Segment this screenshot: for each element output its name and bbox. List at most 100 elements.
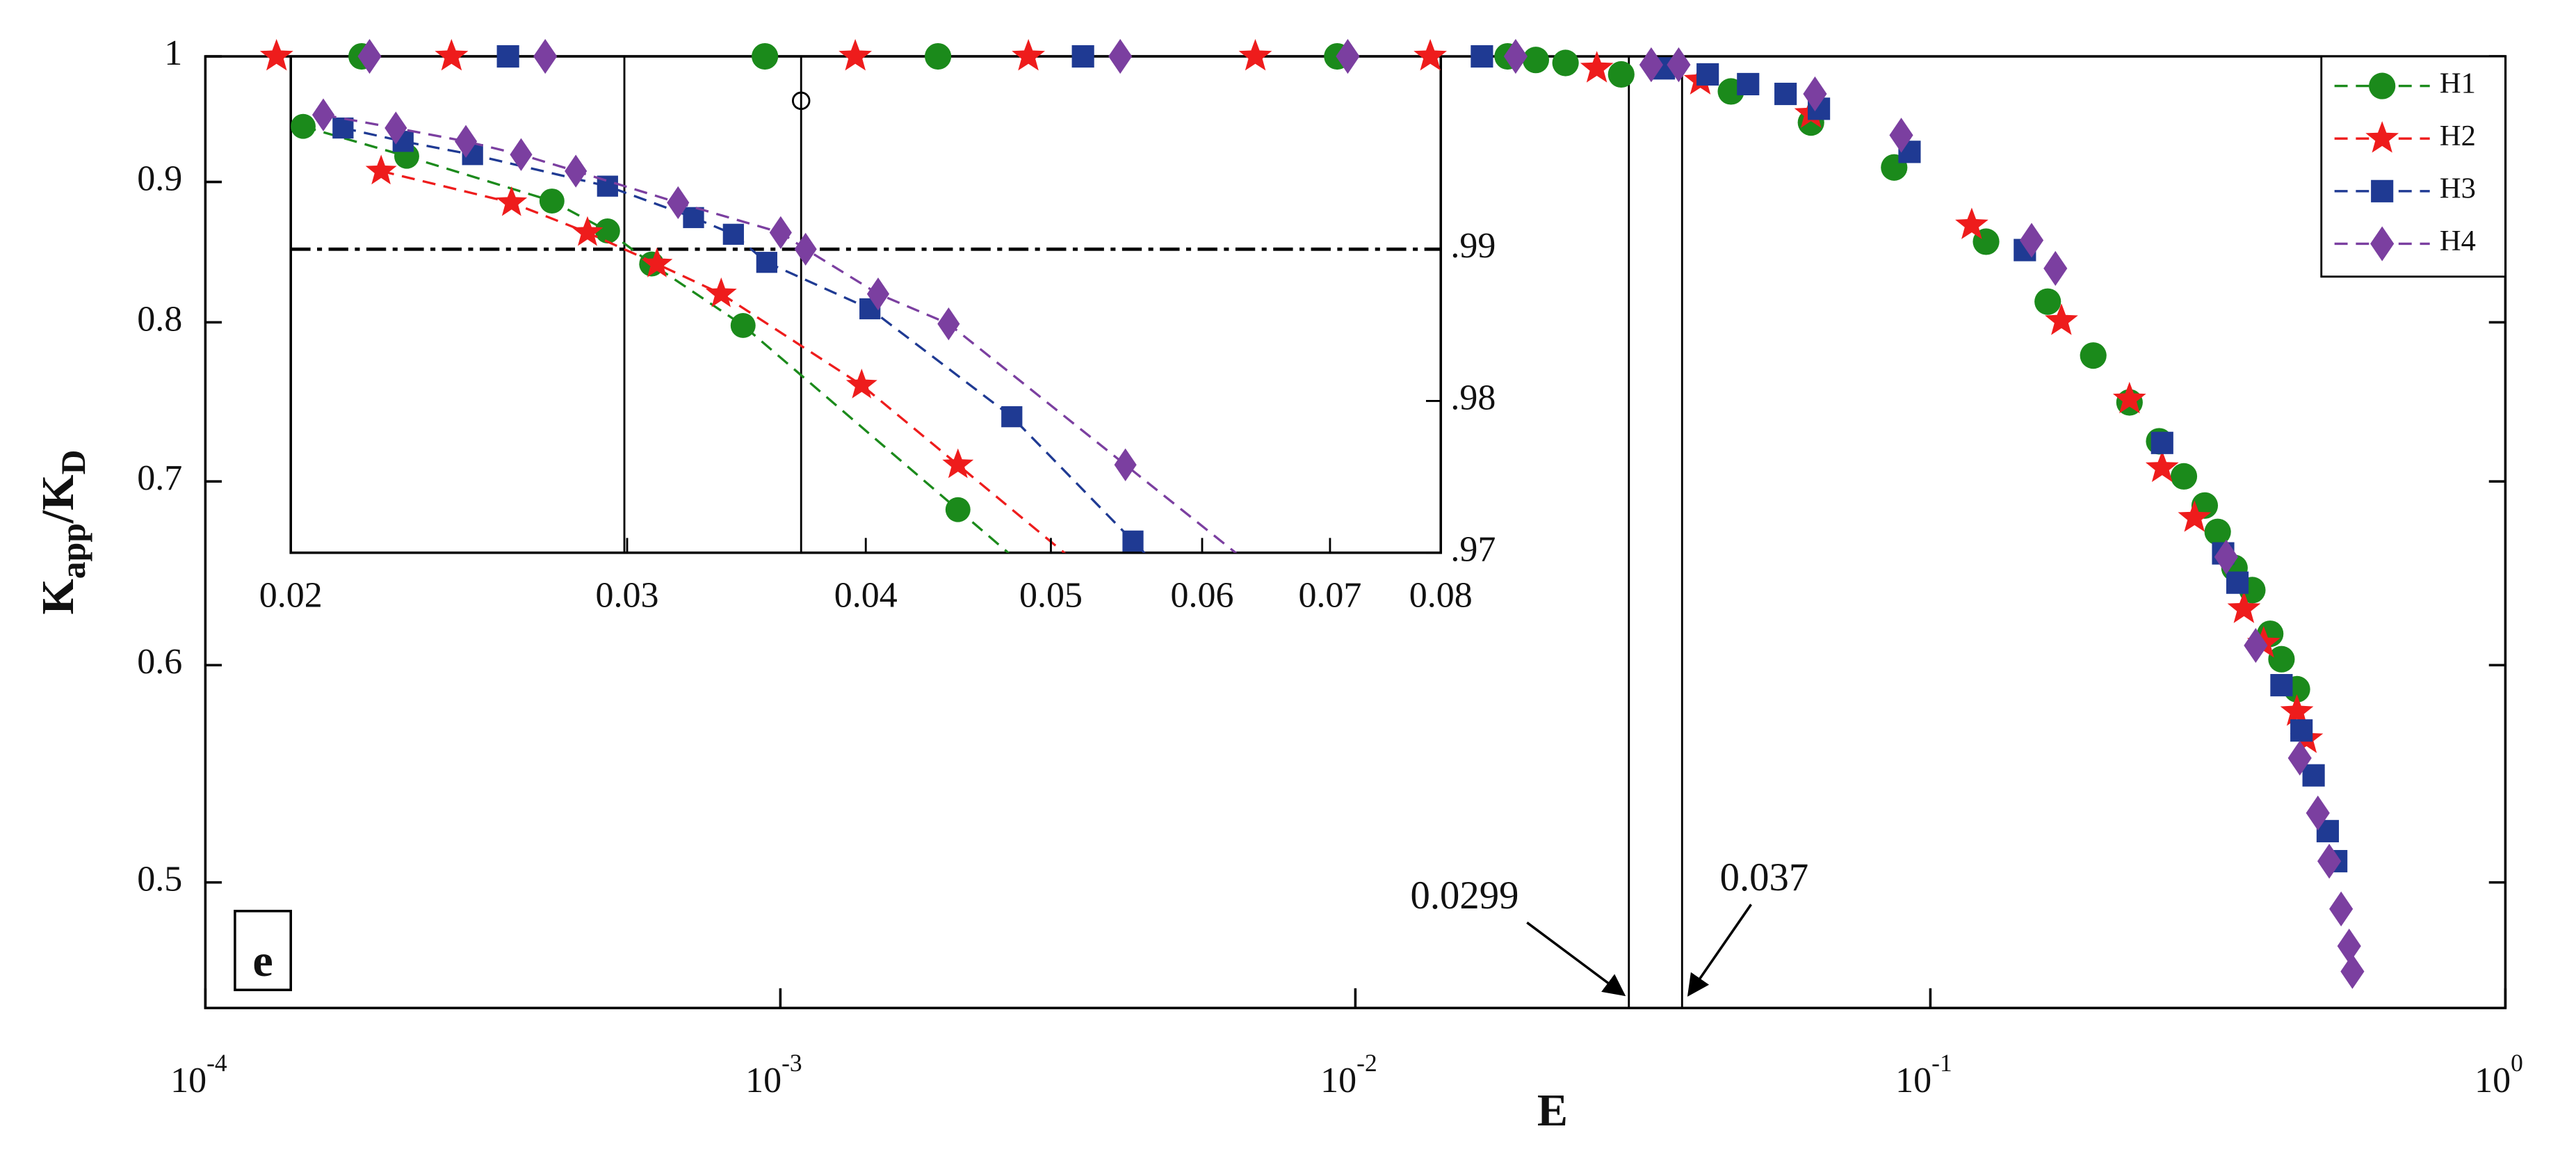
marker-circle	[2204, 518, 2231, 545]
marker-diamond	[2317, 843, 2342, 879]
x-tick-exponent: -3	[781, 1049, 802, 1077]
y-tick-label: 1	[164, 33, 182, 73]
x-tick-exponent: -1	[1931, 1049, 1952, 1077]
marker-diamond	[2329, 891, 2354, 927]
marker-square	[1774, 82, 1797, 106]
inset-trend-line	[380, 170, 1067, 553]
y-tick-label: 0.6	[137, 642, 182, 682]
marker-circle	[945, 497, 971, 522]
marker-square	[2302, 764, 2325, 787]
inset-x-tick-label: 0.06	[1171, 576, 1234, 616]
x-tick-label: 10-3	[745, 1049, 802, 1100]
marker-circle	[594, 218, 620, 243]
marker-square	[1696, 63, 1719, 86]
marker-star	[1012, 39, 1046, 71]
marker-diamond	[1889, 118, 1913, 153]
inset-trend-line	[343, 127, 1147, 553]
marker-square	[2371, 179, 2394, 202]
annotation-arrow	[1687, 904, 1752, 997]
y-tick-label: 0.7	[137, 458, 182, 498]
marker-star	[705, 277, 737, 307]
x-tick-base: 10	[1320, 1061, 1356, 1100]
marker-circle	[1552, 49, 1579, 77]
marker-diamond	[1108, 38, 1133, 74]
x-tick-exponent: -2	[1356, 1049, 1377, 1077]
annotation-label: 0.0299	[1411, 874, 1519, 917]
marker-diamond	[1667, 47, 1691, 83]
inset-vline-cap	[791, 91, 811, 111]
y-tick-label: 0.9	[137, 159, 182, 198]
marker-circle	[2080, 342, 2107, 369]
marker-diamond	[937, 307, 960, 341]
marker-square	[756, 252, 777, 273]
marker-square	[683, 207, 704, 228]
annotation-label: 0.037	[1720, 856, 1809, 899]
marker-circle	[752, 42, 779, 70]
x-tick-exponent: 0	[2511, 1049, 2523, 1077]
marker-star	[1580, 51, 1614, 83]
marker-star	[2145, 450, 2179, 483]
marker-diamond	[1503, 38, 1528, 74]
x-tick-base: 10	[745, 1061, 781, 1100]
legend-label: H4	[2440, 225, 2476, 257]
inset	[291, 56, 1441, 553]
marker-star	[2365, 121, 2399, 153]
marker-square	[1122, 530, 1144, 552]
marker-square	[2270, 674, 2293, 697]
inset-trend-line	[323, 113, 1238, 553]
x-tick-base: 10	[1895, 1061, 1931, 1100]
marker-circle	[1522, 47, 1550, 74]
marker-diamond	[2370, 226, 2395, 262]
y-axis-title-part: app	[54, 523, 92, 579]
marker-star	[1413, 39, 1447, 71]
panel-label: e	[252, 936, 273, 986]
marker-diamond	[2340, 954, 2365, 989]
marker-square	[2150, 431, 2173, 454]
marker-square	[1737, 72, 1760, 95]
marker-star	[2227, 591, 2261, 623]
y-axis-title-part: D	[54, 450, 92, 475]
x-tick-label: 10-2	[1320, 1049, 1377, 1100]
inset-x-tick-label: 0.08	[1409, 576, 1473, 616]
marker-star	[2178, 500, 2212, 532]
inset-x-tick-label: 0.04	[834, 576, 898, 616]
marker-square	[1471, 45, 1493, 68]
y-tick-label: 0.5	[137, 860, 182, 899]
inset-y-tick-label: .97	[1450, 530, 1496, 570]
marker-diamond	[1803, 76, 1827, 112]
x-tick-base: 10	[2474, 1061, 2511, 1100]
legend-label: H2	[2440, 120, 2476, 152]
marker-star	[1238, 39, 1272, 71]
inset-x-tick-label: 0.02	[259, 576, 323, 616]
x-tick-label: 10-1	[1895, 1049, 1952, 1100]
marker-square	[2290, 719, 2313, 742]
x-tick-base: 10	[170, 1061, 206, 1100]
marker-circle	[2034, 288, 2061, 315]
marker-star	[365, 154, 397, 185]
marker-circle	[925, 42, 952, 70]
inset-y-tick-label: .99	[1450, 226, 1496, 266]
marker-star	[641, 247, 673, 278]
marker-star	[2280, 694, 2314, 726]
marker-diamond	[794, 232, 817, 266]
marker-star	[839, 39, 872, 71]
marker-circle	[539, 189, 565, 214]
x-tick-label: 100	[2474, 1049, 2523, 1100]
marker-star	[2112, 381, 2146, 414]
marker-square	[332, 117, 354, 139]
marker-circle	[2170, 463, 2198, 490]
annotation-arrow	[1526, 921, 1626, 997]
marker-circle	[1607, 61, 1635, 88]
marker-diamond	[2244, 627, 2268, 664]
marker-diamond	[2043, 250, 2068, 287]
marker-square	[1001, 406, 1023, 428]
marker-square	[722, 223, 744, 245]
legend-box	[2320, 55, 2506, 278]
x-axis-title: E	[1537, 1085, 1568, 1136]
marker-square	[496, 45, 519, 68]
marker-star	[259, 39, 293, 71]
marker-diamond	[2019, 223, 2044, 258]
inset-trend-line	[302, 125, 1010, 553]
legend-label: H3	[2440, 173, 2476, 205]
marker-diamond	[1114, 448, 1137, 481]
